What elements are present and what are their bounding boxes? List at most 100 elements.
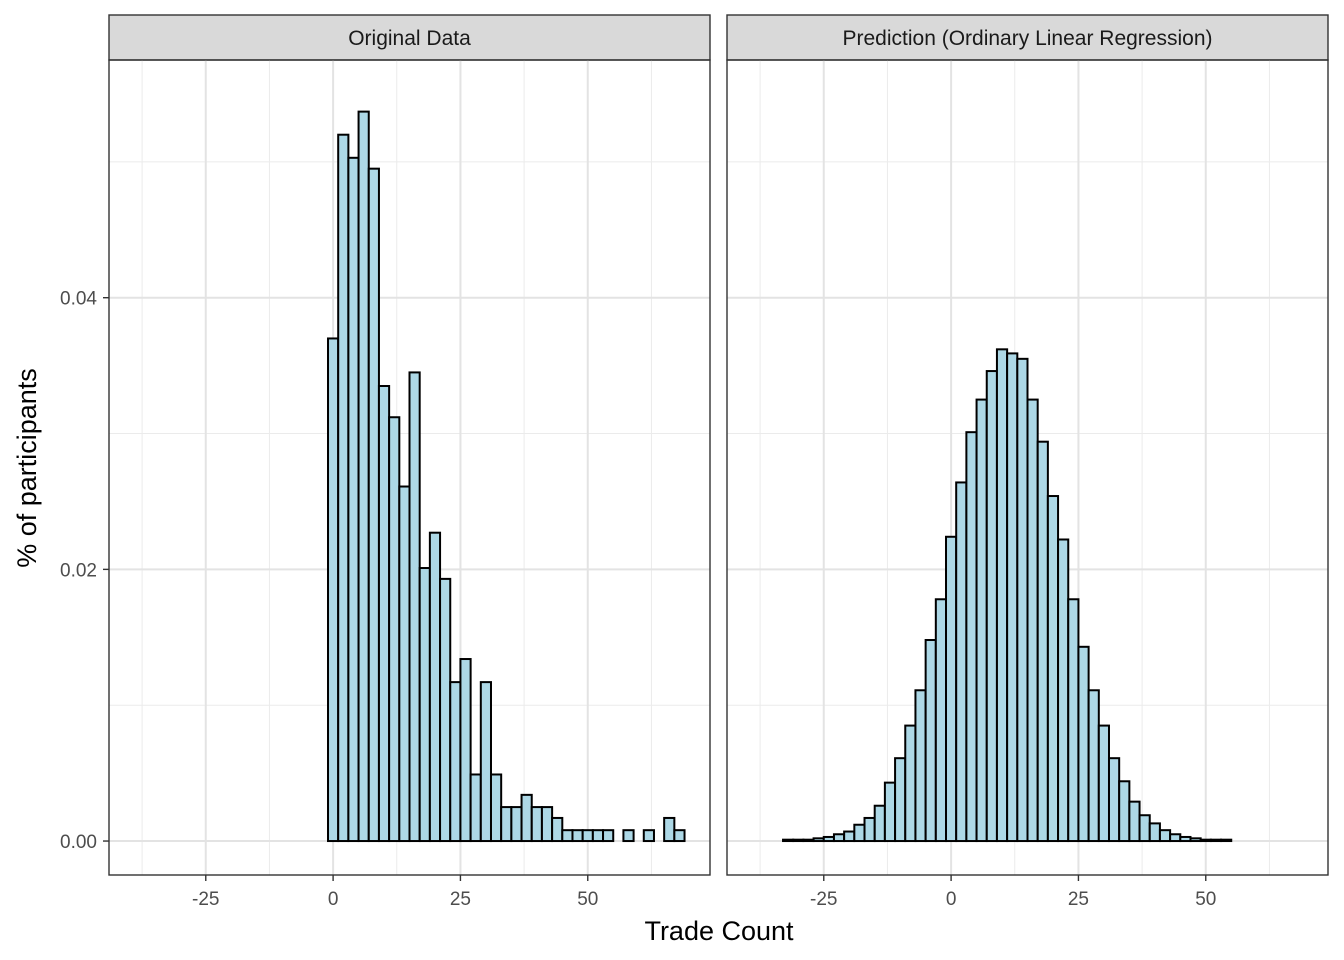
y-tick-label: 0.00 bbox=[60, 832, 97, 853]
histogram-bar bbox=[561, 829, 574, 843]
histogram-bar bbox=[1006, 352, 1019, 843]
histogram-bar bbox=[581, 829, 594, 843]
histogram-bar bbox=[812, 837, 825, 843]
histogram-bar bbox=[540, 806, 554, 843]
histogram-bar bbox=[1148, 822, 1161, 843]
histogram-bar bbox=[822, 835, 835, 843]
histogram-bar bbox=[975, 398, 988, 843]
histogram-bar bbox=[602, 829, 615, 843]
panel-border bbox=[726, 59, 1329, 876]
histogram-bar bbox=[439, 577, 452, 843]
histogram-bar bbox=[1077, 645, 1090, 843]
histogram-bar bbox=[924, 639, 937, 843]
x-tick-label: 0 bbox=[328, 889, 339, 910]
x-tick-label: -25 bbox=[192, 889, 219, 910]
y-axis-ticks: 0.00 0.02 0.04 bbox=[60, 289, 109, 853]
histogram-bar bbox=[792, 838, 805, 843]
histogram-bar bbox=[408, 371, 421, 843]
histogram-bar bbox=[377, 385, 391, 843]
x-axis-ticks: -25 0 25 50 bbox=[192, 875, 598, 910]
x-tick-label: 25 bbox=[450, 889, 471, 910]
histogram-bar bbox=[337, 133, 350, 843]
histogram-bar bbox=[520, 793, 533, 843]
bars-original-data bbox=[327, 110, 686, 843]
histogram-bar bbox=[853, 823, 866, 843]
x-tick-label: 25 bbox=[1068, 889, 1089, 910]
histogram-bar bbox=[904, 724, 917, 843]
histogram-bar bbox=[469, 773, 482, 843]
panel-original-data: Original Data -25 0 25 50 bbox=[108, 14, 711, 910]
histogram-bar bbox=[367, 167, 380, 843]
histogram-bar bbox=[1179, 835, 1192, 843]
histogram-bar bbox=[428, 531, 442, 843]
histogram-bar bbox=[1158, 829, 1172, 843]
histogram-bar bbox=[622, 829, 635, 843]
histogram-bar bbox=[1128, 800, 1141, 843]
x-tick-label: 0 bbox=[946, 889, 957, 910]
histogram-bar bbox=[1209, 838, 1223, 843]
histogram-bar bbox=[479, 681, 492, 843]
histogram-bar bbox=[1026, 398, 1039, 843]
histogram-bar bbox=[673, 829, 686, 843]
x-axis-title: Trade Count bbox=[644, 916, 794, 946]
x-tick-label: 50 bbox=[577, 889, 598, 910]
histogram-bar bbox=[843, 830, 856, 843]
histogram-bar bbox=[530, 806, 543, 843]
histogram-bar bbox=[1036, 440, 1049, 843]
histogram-bar bbox=[357, 110, 370, 843]
histogram-bar bbox=[571, 829, 584, 843]
histogram-bar bbox=[782, 838, 795, 843]
histogram-bar bbox=[1199, 838, 1212, 843]
panel-border bbox=[108, 59, 711, 876]
histogram-bar bbox=[934, 598, 948, 843]
histogram-bar bbox=[1107, 757, 1121, 843]
histogram-bar bbox=[1046, 495, 1060, 843]
y-tick-label: 0.02 bbox=[60, 560, 97, 581]
histogram-bar bbox=[894, 757, 907, 843]
histogram-bar bbox=[955, 481, 968, 843]
panel-title-prediction: Prediction (Ordinary Linear Regression) bbox=[843, 27, 1213, 50]
histogram-bar bbox=[1016, 357, 1029, 843]
histogram-bar bbox=[642, 829, 655, 843]
y-axis-title: % of participants bbox=[12, 368, 42, 568]
histogram-bar bbox=[347, 156, 360, 843]
histogram-bar bbox=[418, 567, 431, 843]
histogram-bar bbox=[802, 838, 815, 843]
histogram-bar bbox=[459, 658, 472, 843]
histogram-bar bbox=[327, 337, 340, 843]
histogram-bar bbox=[1189, 837, 1202, 843]
histogram-bar bbox=[551, 816, 564, 843]
histogram-bar bbox=[832, 833, 846, 843]
histogram-bar bbox=[1057, 538, 1070, 843]
histogram-bar bbox=[863, 816, 876, 843]
histogram-bar bbox=[1220, 838, 1233, 843]
histogram-bar bbox=[489, 773, 503, 843]
histogram-bar bbox=[883, 781, 897, 843]
x-tick-label: 50 bbox=[1195, 889, 1216, 910]
panel-title-original-data: Original Data bbox=[348, 27, 471, 50]
histogram-bar bbox=[945, 535, 958, 843]
histogram-bar bbox=[1118, 780, 1131, 843]
histogram-bar bbox=[995, 348, 1009, 843]
x-axis-ticks: -25 0 25 50 bbox=[810, 875, 1216, 910]
histogram-bar bbox=[1169, 833, 1182, 843]
strip-original-data bbox=[108, 14, 711, 61]
histogram-bar bbox=[1067, 598, 1080, 843]
histogram-bar bbox=[914, 689, 927, 843]
histogram-bar bbox=[873, 804, 886, 843]
histogram-bar bbox=[985, 370, 998, 843]
histogram-bar bbox=[663, 816, 676, 843]
histogram-bar bbox=[449, 681, 462, 843]
histogram-bar bbox=[1087, 689, 1100, 843]
panel-prediction: Prediction (Ordinary Linear Regression) … bbox=[726, 14, 1329, 910]
bars-prediction bbox=[782, 348, 1233, 843]
histogram-bar bbox=[965, 431, 978, 843]
histogram-bar bbox=[591, 829, 605, 843]
histogram-bar bbox=[398, 485, 411, 843]
histogram-bar bbox=[500, 806, 513, 843]
histogram-bar bbox=[1138, 814, 1151, 843]
histogram-bar bbox=[510, 806, 523, 843]
histogram-bar bbox=[388, 416, 401, 843]
x-tick-label: -25 bbox=[810, 889, 837, 910]
